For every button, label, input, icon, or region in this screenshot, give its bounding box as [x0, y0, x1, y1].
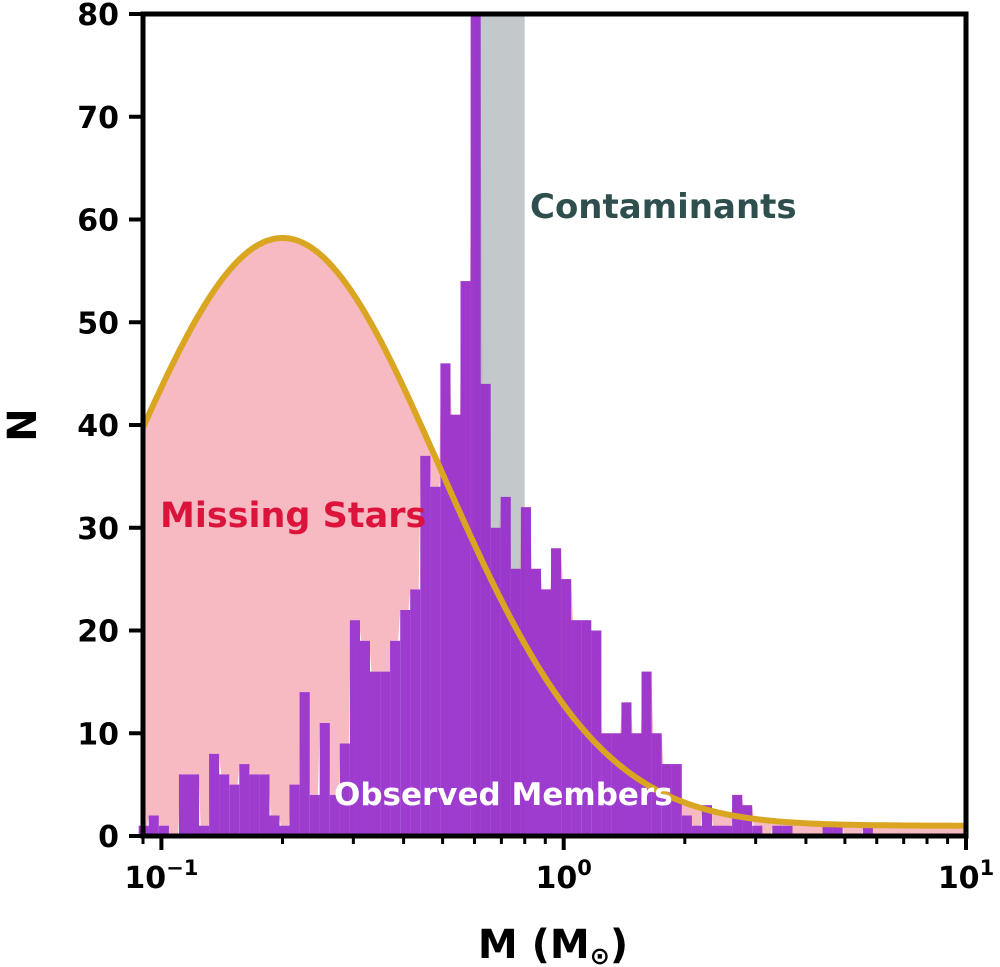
- histogram-bar: [631, 733, 642, 837]
- histogram-bar: [329, 794, 340, 836]
- histogram-bar: [440, 363, 451, 836]
- histogram-bar: [400, 610, 411, 836]
- histogram-bar: [380, 671, 391, 836]
- histogram-bar: [651, 733, 662, 837]
- histogram-bar: [229, 784, 240, 836]
- y-tick-label: 10: [77, 717, 119, 752]
- histogram-bar: [269, 815, 280, 836]
- x-axis-ticks: 10−1 100 101: [124, 836, 994, 896]
- histogram-bar: [712, 825, 723, 836]
- histogram-bar: [822, 825, 833, 836]
- histogram-bar: [541, 589, 552, 836]
- x-tick-base: 10: [124, 861, 166, 896]
- x-tick-label: 101: [938, 856, 994, 896]
- y-axis-ticks: 0 10 20 30 40 50 60 70 80: [77, 0, 143, 855]
- histogram-bar: [520, 507, 531, 836]
- histogram-bar: [510, 568, 521, 836]
- y-tick-label: 40: [77, 409, 119, 444]
- histogram-bar: [450, 414, 461, 836]
- histogram-bar: [420, 455, 431, 836]
- histogram-bar: [571, 620, 582, 836]
- x-tick-base: 10: [938, 861, 980, 896]
- model-curve-layer: [140, 235, 966, 829]
- histogram-bar: [601, 733, 612, 837]
- y-tick-label: 30: [77, 512, 119, 547]
- y-tick-label: 50: [77, 306, 119, 341]
- y-tick-label: 70: [77, 101, 119, 136]
- histogram-bar: [279, 825, 290, 836]
- histogram-bar: [249, 774, 260, 836]
- histogram-bar: [862, 825, 873, 836]
- histogram-bar: [581, 620, 592, 836]
- model-curve: [140, 235, 966, 829]
- histogram-bar: [309, 794, 320, 836]
- histogram-bar: [319, 723, 330, 836]
- histogram-bar: [349, 620, 360, 836]
- histogram-bar: [772, 825, 783, 836]
- histogram-bar: [782, 825, 793, 836]
- sun-symbol-icon: ⊙: [590, 942, 610, 967]
- histogram-bar: [189, 774, 200, 836]
- histogram-bar: [410, 589, 421, 836]
- histogram-bar: [359, 640, 370, 836]
- histogram-bar: [339, 743, 350, 836]
- histogram-bar: [289, 784, 300, 836]
- histogram-bar: [681, 815, 692, 836]
- annotations-layer: Contaminants Missing Stars Observed Memb…: [160, 187, 797, 813]
- x-axis-title-close: ): [610, 922, 628, 967]
- histogram-bar: [460, 281, 471, 837]
- histogram-bar: [148, 815, 159, 836]
- annotation-observed-members: Observed Members: [334, 777, 673, 813]
- histogram-bar: [299, 692, 310, 836]
- x-tick-exponent: 0: [577, 856, 592, 880]
- histogram-bar: [259, 774, 270, 836]
- histogram-bar: [701, 805, 712, 836]
- histogram-bar: [591, 630, 602, 836]
- histogram-bar: [530, 568, 541, 836]
- histogram-bar: [490, 527, 501, 837]
- histogram-bar: [480, 383, 491, 836]
- histogram-bar: [219, 774, 230, 836]
- histogram-bar: [390, 640, 401, 836]
- x-axis-title: M (M⊙): [478, 922, 628, 967]
- histogram-bar: [209, 753, 220, 836]
- missing-stars-region: [143, 14, 966, 836]
- histogram-bar: [239, 764, 250, 836]
- histogram-bar: [661, 764, 672, 836]
- missing-stars-layer: [143, 14, 966, 836]
- histogram-bar: [611, 733, 622, 837]
- y-tick-label: 20: [77, 615, 119, 650]
- x-tick-exponent: −1: [166, 856, 198, 880]
- y-tick-label: 80: [77, 0, 119, 33]
- annotation-missing-stars: Missing Stars: [160, 496, 426, 536]
- annotation-contaminants: Contaminants: [530, 187, 797, 227]
- histogram-bar: [752, 825, 763, 836]
- histogram-bar: [370, 671, 381, 836]
- x-tick-label: 100: [536, 856, 592, 896]
- x-axis-title-main: M (M: [478, 922, 590, 967]
- histogram-bar: [158, 825, 169, 836]
- histogram-bar: [430, 486, 441, 836]
- histogram-bar: [500, 496, 511, 836]
- histogram-bar: [178, 774, 189, 836]
- histogram-bar: [722, 825, 733, 836]
- y-axis-title: N: [0, 408, 46, 441]
- y-tick-label: 60: [77, 204, 119, 239]
- x-tick-label: 10−1: [124, 856, 198, 896]
- histogram-bar: [641, 671, 652, 836]
- y-tick-label: 0: [98, 820, 119, 855]
- histogram-bar: [691, 825, 702, 836]
- histogram-bar: [832, 825, 843, 836]
- x-tick-base: 10: [536, 861, 578, 896]
- histogram-bar: [199, 825, 210, 836]
- histogram-bar: [470, 14, 481, 836]
- x-tick-exponent: 1: [980, 856, 995, 880]
